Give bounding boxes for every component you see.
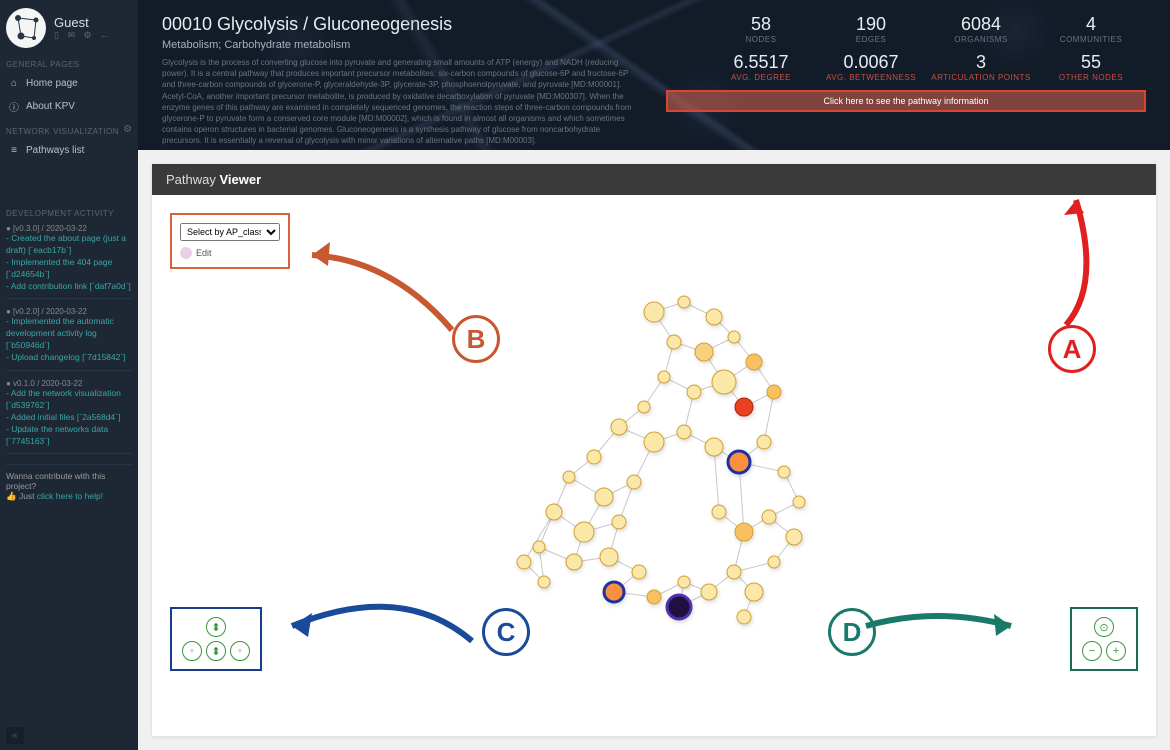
filter-edit-label: Edit [196,248,212,258]
stat-label: Avg. Degree [706,73,816,82]
user-name: Guest [54,15,112,30]
stat-cell: 6.5517Avg. Degree [706,52,816,82]
classification-select[interactable]: Select by AP_classific [180,223,280,241]
stat-value: 3 [926,52,1036,73]
callout-a: A [1048,325,1096,373]
filter-box: Select by AP_classific Edit [170,213,290,269]
arrow-a [1006,185,1126,335]
nav-home-label: Home page [26,78,78,89]
stat-label: Other nodes [1036,73,1146,82]
stat-cell: 0.0067Avg. Betweenness [816,52,926,82]
stat-cell: 4Communities [1036,14,1146,44]
stat-cell: 58Nodes [706,14,816,44]
avatar [6,8,46,48]
sidebar-collapse[interactable]: « [6,727,24,744]
nav-home[interactable]: ⌂ Home page [6,73,132,94]
sidebar: Guest ▯ ✉ ⚙ ← General Pages ⌂ Home page ⓘ… [0,0,138,750]
stat-value: 6.5517 [706,52,816,73]
dev-line: - Implemented the 404 page [`d24654b`] [6,257,132,281]
dev-line: - Added initial files [`2a568d4`] [6,412,132,424]
dev-item: ● [v0.2.0] / 2020-03-22- Implemented the… [6,307,132,371]
stat-label: Organisms [926,35,1036,44]
dev-line: - Created the about page (just a draft) … [6,233,132,257]
user-action-icons[interactable]: ▯ ✉ ⚙ ← [54,30,112,41]
dev-version: ● [v0.2.0] / 2020-03-22 [6,307,132,316]
page-description: Glycolysis is the process of converting … [162,57,642,147]
stat-label: Edges [816,35,926,44]
nav-pathways[interactable]: ≡ Pathways list [6,140,132,161]
info-icon: ⓘ [8,99,20,114]
dev-line: - Implemented the automatic development … [6,316,132,352]
info-banner[interactable]: Click here to see the pathway informatio… [666,90,1146,112]
dev-line: - Upload changelog [`7d15842`] [6,352,132,364]
dev-activity-list: ● [v0.3.0] / 2020-03-22- Created the abo… [6,224,132,454]
user-block: Guest ▯ ✉ ⚙ ← [6,8,132,48]
contribute-link[interactable]: click here to help! [37,491,103,501]
stat-cell: 6084Organisms [926,14,1036,44]
stats-grid: 58Nodes190Edges6084Organisms4Communities… [706,14,1146,82]
dev-line: - Add the network visualization [`d53976… [6,388,132,412]
stat-cell: 3Articulation Points [926,52,1036,82]
panel-header: Pathway Viewer [152,164,1156,195]
stat-label: Nodes [706,35,816,44]
nav-about-label: About KPV [26,101,75,112]
stat-cell: 190Edges [816,14,926,44]
stat-value: 6084 [926,14,1036,35]
arrow-b [292,230,462,350]
zoom-in[interactable]: + [1106,641,1126,661]
home-icon: ⌂ [8,78,20,89]
nav-about[interactable]: ⓘ About KPV [6,94,132,119]
dev-item: ● [v0.3.0] / 2020-03-22- Created the abo… [6,224,132,299]
stat-label: Communities [1036,35,1146,44]
zoom-out[interactable]: − [1082,641,1102,661]
section-dev: Development Activity [6,209,132,218]
list-icon: ≡ [8,145,20,156]
dev-version: ● v0.1.0 / 2020-03-22 [6,379,132,388]
panel-title-bold: Viewer [219,172,261,187]
stat-value: 0.0067 [816,52,926,73]
filter-edit[interactable]: Edit [180,247,280,259]
view-controls: ⬍ ◦ ⬍ ◦ [170,607,262,671]
control-up[interactable]: ⬍ [206,617,226,637]
control-right[interactable]: ◦ [230,641,250,661]
dev-line: - Add contribution link [`daf7a0d`] [6,281,132,293]
control-center[interactable]: ⬍ [206,641,226,661]
edit-icon [180,247,192,259]
header: 00010 Glycolysis / Gluconeogenesis Metab… [138,0,1170,150]
callout-b: B [452,315,500,363]
stat-cell: 55Other nodes [1036,52,1146,82]
dev-line: - Update the networks data [`7745163`] [6,424,132,448]
callout-d: D [828,608,876,656]
contribute-prefix: 👍 Just [6,491,37,501]
dev-version: ● [v0.3.0] / 2020-03-22 [6,224,132,233]
arrow-d [856,586,1026,656]
dev-item: ● v0.1.0 / 2020-03-22- Add the network v… [6,379,132,454]
section-network: Network Visualization [6,127,119,136]
zoom-fit[interactable]: ⊙ [1094,617,1114,637]
viewer-panel: Pathway Viewer Select by AP_classific Ed… [152,164,1156,736]
gear-icon[interactable]: ⚙ [123,124,132,135]
control-left[interactable]: ◦ [182,641,202,661]
panel-title-pre: Pathway [166,172,219,187]
callout-c: C [482,608,530,656]
contribute-block: Wanna contribute with this project? 👍 Ju… [6,464,132,502]
stat-label: Avg. Betweenness [816,73,926,82]
main: Pathway Viewer Select by AP_classific Ed… [138,150,1170,750]
stat-value: 55 [1036,52,1146,73]
zoom-controls: ⊙ − + [1070,607,1138,671]
stat-value: 190 [816,14,926,35]
contribute-question: Wanna contribute with this project? [6,471,132,491]
stat-value: 58 [706,14,816,35]
network-graph[interactable] [444,262,864,642]
nav-pathways-label: Pathways list [26,145,84,156]
section-general: General Pages [6,60,132,69]
stat-label: Articulation Points [926,73,1036,82]
stat-value: 4 [1036,14,1146,35]
panel-body: Select by AP_classific Edit ⬍ ◦ ⬍ ◦ ⊙ − [152,195,1156,731]
